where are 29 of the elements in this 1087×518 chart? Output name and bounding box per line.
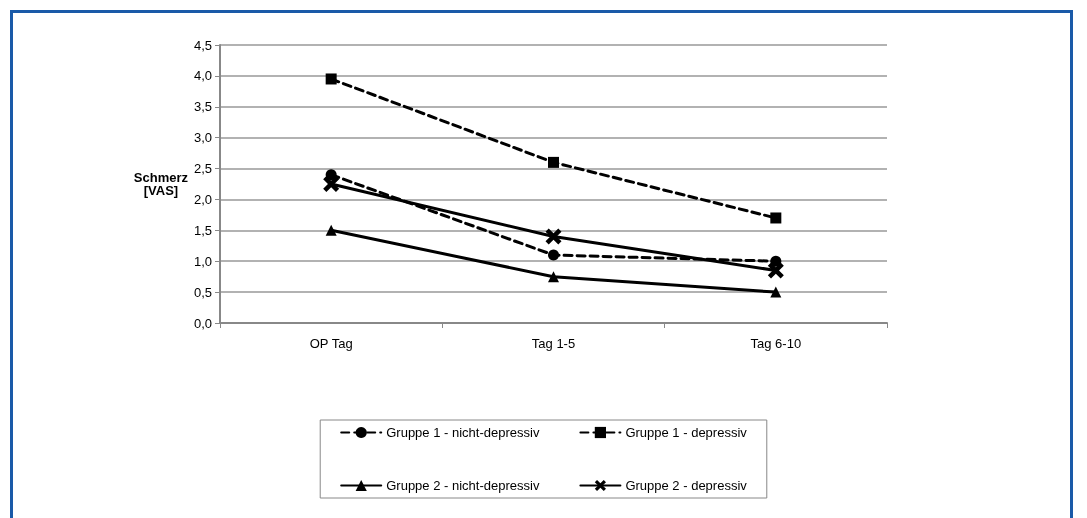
point [770,212,782,224]
legend-label: Gruppe 2 - nicht-depressiv [386,478,540,493]
x-tick-label: OP Tag [309,336,353,351]
x-tick-label: Tag 1-5 [531,336,576,351]
point [770,255,782,267]
legend-label: Gruppe 1 - nicht-depressiv [386,425,540,440]
point [325,73,337,85]
y-tick-label: 3,0 [193,130,212,146]
y-tick-label: 0,0 [193,315,212,331]
legend-label: Gruppe 1 - depressiv [625,425,748,440]
y-tick-label: 1,5 [193,222,212,238]
point [323,176,340,192]
point [770,286,782,298]
point [548,249,559,261]
x-tick-label: Tag 6-10 [750,336,802,351]
y-tick-label: 4,0 [193,68,212,84]
y-tick-label: 4,5 [193,37,212,53]
point [548,271,559,283]
y-tick-label: 2,0 [193,191,212,207]
legend-label: Gruppe 2 - depressiv [625,478,748,493]
point [548,156,559,168]
y-axis-title: Schmerz [VAS] [133,170,189,198]
point [325,224,337,236]
point [545,228,562,245]
point [767,262,784,279]
y-tick-label: 3,5 [193,99,212,115]
y-tick-label: 2,5 [193,161,212,177]
y-tick-label: 1,0 [193,253,212,269]
y-tick-label: 0,5 [193,284,212,300]
